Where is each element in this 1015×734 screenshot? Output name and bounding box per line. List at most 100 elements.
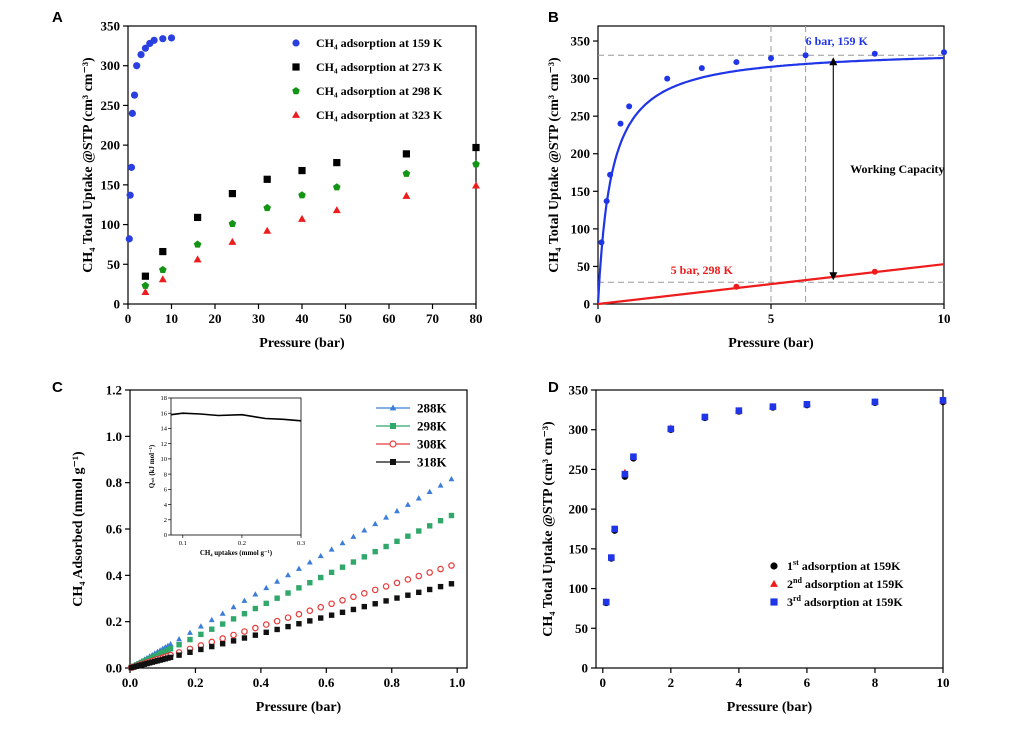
c-legend-label-0: 288K <box>417 401 448 416</box>
c-series-1-point <box>241 611 248 617</box>
c-series-1-point <box>416 528 422 534</box>
d-y-axis-label: CH₄ Total Uptake @STP (cm³ cm⁻³) <box>541 421 556 637</box>
b-x-tick-label-1: 5 <box>768 311 775 326</box>
b-x-tick-label-0: 0 <box>595 311 602 326</box>
c-inset-y-tick-label-8: 16 <box>161 410 168 417</box>
a-series-2-point <box>141 281 150 289</box>
c-series-3-point <box>176 652 182 658</box>
d-legend-label-superscript: nd <box>793 576 802 585</box>
a-series-2-point <box>159 265 167 273</box>
c-series-1-point <box>296 585 302 591</box>
c-y-tick-label-6: 1.2 <box>106 383 122 398</box>
d-y-tick-label-0: 0 <box>582 661 589 676</box>
c-series-2-point <box>317 603 325 611</box>
c-series-2-point <box>426 569 433 576</box>
d-x-tick-label-0: 0 <box>600 675 607 690</box>
d-legend-label-text: adsorption at 159K <box>802 577 904 591</box>
c-series-0-point <box>306 559 313 565</box>
c-series-2-point <box>437 565 444 573</box>
b-point-159k <box>802 52 809 59</box>
a-series-1-point <box>263 175 271 183</box>
a-series-0-point <box>125 235 133 243</box>
c-inset-x-tick-label-2: 0.3 <box>297 540 305 547</box>
d-y-tick-label-4: 200 <box>569 502 589 517</box>
d-series-2-point <box>608 554 615 561</box>
c-series-3-point <box>307 618 313 624</box>
panel-label-d: D <box>548 379 559 396</box>
c-inset-x-axis-label: CH₄ uptakes (mmol g⁻¹) <box>200 549 273 557</box>
b-annotation-1: 5 bar, 298 K <box>671 263 734 277</box>
c-series-0-point <box>350 533 357 539</box>
c-inset-y-tick-label-3: 6 <box>164 487 168 494</box>
a-series-0-point <box>133 62 141 70</box>
c-series-0-point <box>285 572 292 578</box>
c-series-3-point <box>350 606 357 613</box>
c-series-3-point <box>274 626 280 633</box>
c-series-0-point <box>404 501 411 507</box>
d-x-tick-label-5: 10 <box>937 675 950 690</box>
d-series-2-point <box>769 403 777 410</box>
c-series-2-point <box>230 631 237 639</box>
c-series-3-point <box>209 643 215 650</box>
a-x-tick-label-7: 70 <box>426 311 439 326</box>
d-x-tick-label-2: 4 <box>736 675 743 690</box>
b-point-159k <box>664 75 671 82</box>
d-series-2-point <box>701 413 709 421</box>
b-point-159k <box>871 50 878 57</box>
b-y-tick-label-0: 0 <box>584 297 591 312</box>
c-series-3-point <box>339 609 346 616</box>
c-series-1-point <box>318 574 324 581</box>
d-legend-label-0: 1st adsorption at 159K <box>787 558 901 573</box>
c-y-tick-label-0: 0.0 <box>106 661 122 676</box>
c-series-3-point <box>416 589 422 596</box>
b-y-tick-label-2: 100 <box>571 221 591 236</box>
b-point-159k <box>598 239 605 246</box>
b-point-159k <box>733 59 740 66</box>
d-y-tick-label-6: 300 <box>569 422 589 437</box>
c-legend-marker-0 <box>389 404 397 411</box>
a-series-0-point <box>150 36 158 44</box>
d-legend-label-superscript: st <box>793 558 799 567</box>
a-series-2-point <box>333 183 341 191</box>
c-series-2-point <box>273 617 281 625</box>
a-legend-label-3: CH₄ adsorption at 323 K <box>316 108 443 122</box>
c-series-3-point <box>394 595 400 601</box>
c-series-3-point <box>372 601 378 607</box>
d-y-tick-label-3: 150 <box>569 541 589 556</box>
a-series-1-point <box>472 143 480 152</box>
a-series-3-point <box>402 191 411 199</box>
a-legend-marker-0 <box>292 39 300 47</box>
c-series-1-point <box>328 569 335 576</box>
c-legend-label-3: 318K <box>417 455 448 470</box>
d-legend-label-number: 3 <box>787 595 793 609</box>
c-series-0-point <box>230 604 237 610</box>
c-inset-y-tick-label-2: 4 <box>164 502 168 509</box>
a-series-1-point <box>228 189 236 198</box>
b-y-tick-label-1: 50 <box>577 259 590 274</box>
c-y-tick-label-3: 0.6 <box>106 522 123 537</box>
c-x-tick-label-2: 0.4 <box>253 675 270 690</box>
c-y-tick-label-1: 0.2 <box>106 614 122 629</box>
c-series-0-point <box>415 495 422 501</box>
c-series-2-point <box>306 607 314 615</box>
d-series-2-point <box>803 400 811 408</box>
a-series-3-point <box>158 275 167 283</box>
c-legend-marker-2 <box>389 440 397 448</box>
c-series-3-point <box>328 612 335 618</box>
c-inset-y-tick-label-7: 14 <box>161 426 168 433</box>
c-series-1-point <box>383 543 389 550</box>
d-legend-label-2: 3rd adsorption at 159K <box>787 594 903 609</box>
d-legend-marker-0 <box>770 562 778 570</box>
b-point-159k <box>698 65 705 72</box>
a-series-1-point <box>194 213 202 222</box>
a-series-0-point <box>127 163 136 171</box>
a-x-tick-label-5: 50 <box>339 311 352 326</box>
d-x-tick-label-4: 8 <box>872 675 879 690</box>
c-inset-y-tick-label-5: 10 <box>161 456 168 463</box>
c-series-1-point <box>230 616 237 622</box>
b-arrowhead-bottom <box>829 272 838 281</box>
b-point-159k <box>607 171 614 178</box>
a-series-0-point <box>130 91 139 99</box>
a-legend-marker-2 <box>292 87 300 95</box>
a-series-1-point <box>298 166 306 175</box>
